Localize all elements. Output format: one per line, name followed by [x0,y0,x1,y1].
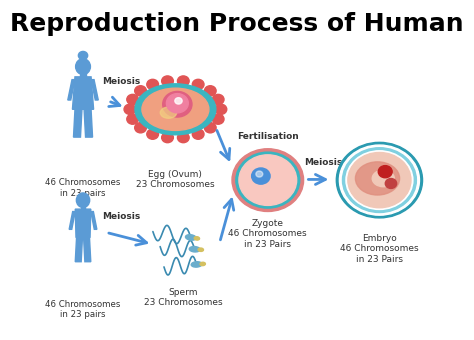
Ellipse shape [356,162,400,195]
FancyBboxPatch shape [81,71,86,77]
Polygon shape [68,80,75,100]
Circle shape [339,145,419,215]
Ellipse shape [198,248,203,251]
Circle shape [252,168,270,184]
Circle shape [147,79,158,89]
Circle shape [175,98,182,104]
Ellipse shape [76,59,91,74]
Ellipse shape [76,193,90,207]
Circle shape [177,76,189,86]
Text: 46 Chromosomes
in 23 pairs: 46 Chromosomes in 23 pairs [46,300,121,319]
Circle shape [204,123,216,133]
Polygon shape [84,109,92,137]
Text: Sperm
23 Chromosomes: Sperm 23 Chromosomes [144,288,222,307]
Text: Meiosis: Meiosis [102,77,141,86]
Circle shape [337,142,422,218]
Text: Meiosis: Meiosis [102,212,141,221]
Text: Meiosis: Meiosis [304,158,343,167]
Circle shape [343,148,416,212]
Text: Zygote
46 Chromosomes
in 23 Pairs: Zygote 46 Chromosomes in 23 Pairs [228,219,307,249]
Circle shape [163,91,192,117]
Circle shape [177,133,189,143]
Polygon shape [75,209,91,237]
Polygon shape [75,237,82,262]
Text: Embryo
46 Chromosomes
in 23 Pairs: Embryo 46 Chromosomes in 23 Pairs [340,234,419,264]
Circle shape [124,104,136,115]
Ellipse shape [142,88,209,131]
Polygon shape [91,80,98,100]
Circle shape [192,129,204,139]
Ellipse shape [372,170,394,187]
Polygon shape [83,237,91,262]
Polygon shape [73,77,93,109]
Text: Egg (Ovum)
23 Chromosomes: Egg (Ovum) 23 Chromosomes [136,170,215,189]
Ellipse shape [232,149,303,211]
Circle shape [127,95,138,105]
Circle shape [212,114,224,124]
Circle shape [166,94,188,113]
Polygon shape [69,211,75,230]
Ellipse shape [160,107,177,118]
Text: Fertilisation: Fertilisation [237,132,299,141]
Text: Reproduction Process of Human: Reproduction Process of Human [10,12,464,35]
Ellipse shape [200,262,205,266]
Circle shape [147,129,158,139]
Circle shape [212,95,224,105]
Circle shape [127,114,138,124]
Ellipse shape [239,155,297,205]
Circle shape [78,51,88,59]
Circle shape [192,79,204,89]
Circle shape [256,171,263,177]
Circle shape [135,123,146,133]
Circle shape [346,151,413,209]
Circle shape [204,86,216,96]
FancyBboxPatch shape [81,204,85,209]
Ellipse shape [189,246,200,252]
Circle shape [385,178,397,188]
Polygon shape [73,109,82,137]
Circle shape [135,86,146,96]
Ellipse shape [236,152,300,208]
Ellipse shape [194,237,200,240]
Circle shape [215,104,227,115]
Circle shape [348,152,411,208]
Circle shape [378,166,392,178]
Polygon shape [91,211,97,230]
Ellipse shape [191,262,202,267]
Ellipse shape [185,235,196,240]
Circle shape [162,76,173,86]
Ellipse shape [135,84,216,135]
Text: 46 Chromosomes
in 23 pairs: 46 Chromosomes in 23 pairs [46,178,121,198]
Circle shape [162,133,173,143]
